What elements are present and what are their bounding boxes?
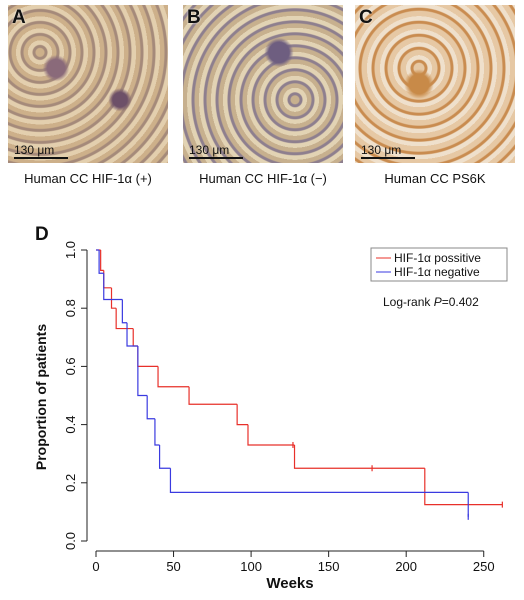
x-tick-label: 50 [166,559,180,574]
survival-step [236,404,248,426]
histology-image: A 130 μm [8,5,168,163]
annotation-text: P [434,295,442,309]
scale-bar: 130 μm [361,143,416,159]
legend-label: HIF-1α possitive [394,251,481,265]
panel-caption: Human CC HIF-1α (+) [24,171,152,186]
survival-step [126,322,138,347]
scale-bar: 130 μm [14,143,69,159]
survival-step [247,424,295,446]
panel-caption: Human CC PS6K [384,171,486,186]
panel-label: C [359,7,373,28]
y-tick-label: 0.0 [63,532,78,550]
survival-step [103,270,112,289]
x-tick-label: 250 [473,559,495,574]
panel-label: B [187,7,201,28]
x-tick-label: 0 [92,559,99,574]
y-tick-label: 0.8 [63,299,78,317]
panel-caption: Human CC HIF-1α (−) [199,171,327,186]
survival-step [103,273,123,301]
survival-step [154,418,160,446]
survival-step [157,366,190,388]
y-axis-label: Proportion of patients [33,324,49,470]
survival-step [137,346,159,367]
chart: D Proportion of patients Weeks Log-rank … [33,224,508,592]
panel-label: A [12,7,26,28]
survival-step [293,444,425,469]
survival-step [424,468,503,506]
y-tick-label: 0.6 [63,357,78,375]
survival-step [169,468,469,494]
legend-box [370,247,508,282]
legend-label: HIF-1α negative [394,265,480,279]
scale-bar: 130 μm [189,143,244,159]
survival-step [146,395,155,420]
annotation-text: =0.402 [442,295,479,309]
y-tick-label: 0.4 [63,416,78,434]
panel-label: D [35,224,49,245]
y-tick-label: 1.0 [63,241,78,259]
x-tick-label: 100 [240,559,262,574]
x-tick-label: 200 [395,559,417,574]
survival-step [188,386,238,405]
survival-step [110,287,117,309]
survival-step [158,444,171,469]
survival-step [98,250,104,274]
survival-step [137,346,148,397]
histology-image: C 130 μm [355,5,515,163]
histology-image: B 130 μm [183,5,343,163]
survival-step [100,250,104,271]
survival-step [115,308,134,330]
annotation: Log-rank P=0.402 [383,295,479,309]
y-tick-label: 0.2 [63,474,78,492]
x-tick-label: 150 [318,559,340,574]
survival-step [121,299,128,324]
annotation-text: Log-rank [383,295,434,309]
survival-step [132,328,138,347]
x-axis-label: Weeks [266,575,313,592]
